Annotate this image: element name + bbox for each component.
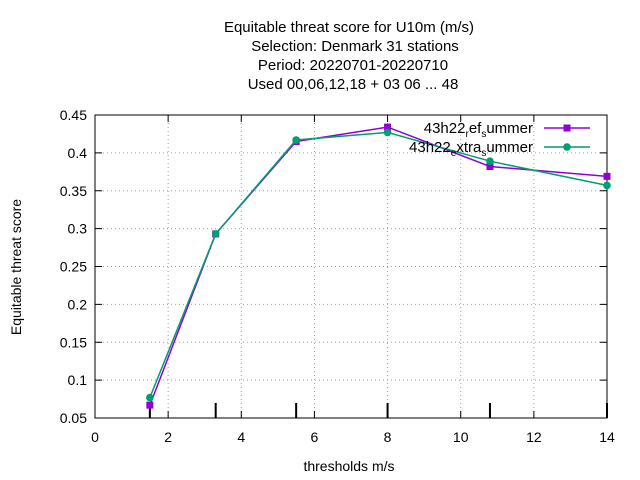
threshold-marks — [148, 403, 608, 418]
data-point — [146, 401, 154, 409]
y-tick-label: 0.2 — [68, 296, 88, 312]
y-tick-label: 0.15 — [60, 334, 87, 350]
title-line-4: Used 00,06,12,18 + 03 06 ... 48 — [248, 76, 459, 93]
title-line-2: Selection: Denmark 31 stations — [251, 38, 459, 55]
x-axis-label: thresholds m/s — [303, 458, 394, 474]
data-point — [146, 393, 154, 402]
data-point — [603, 172, 611, 180]
y-tick-label: 0.35 — [60, 183, 87, 199]
y-tick-label: 0.3 — [68, 221, 88, 237]
series-line — [149, 126, 608, 406]
x-tick-label: 4 — [237, 429, 245, 445]
x-tick-label: 6 — [311, 429, 319, 445]
x-tick-label: 10 — [453, 429, 469, 445]
legend-marker — [563, 124, 571, 132]
title-line-3: Period: 20220701-20220710 — [258, 57, 448, 74]
data-point — [486, 163, 494, 171]
data-series — [146, 123, 611, 409]
data-point — [211, 230, 220, 238]
legend-label: 43h22refsummer — [424, 120, 533, 140]
legend-marker — [563, 143, 571, 151]
legend-item: 43h22extrasummer — [409, 139, 590, 159]
x-tick-label: 8 — [384, 429, 392, 445]
x-tick-label: 12 — [526, 429, 542, 445]
grid — [95, 115, 607, 418]
series-line — [149, 131, 608, 398]
series-43h22_extra_summer — [146, 128, 611, 402]
chart-title: Equitable threat score for U10m (m/s) Se… — [224, 19, 474, 93]
x-tick-label: 14 — [599, 429, 615, 445]
plot-frame — [94, 114, 608, 419]
y-tick-label: 0.45 — [60, 107, 87, 123]
data-point — [292, 136, 300, 144]
x-tick-label: 0 — [91, 429, 99, 445]
title-line-1: Equitable threat score for U10m (m/s) — [224, 19, 474, 36]
data-point — [486, 157, 494, 166]
y-axis-label: Equitable threat score — [8, 199, 24, 335]
y-tick-label: 0.1 — [68, 372, 88, 388]
data-point — [384, 123, 392, 131]
y-tick-label: 0.4 — [68, 145, 88, 161]
data-point — [603, 181, 611, 190]
y-tick-label: 0.25 — [60, 259, 87, 275]
axis-ticks: 0.05 0.1 0.15 0.2 0.25 0.3 0.35 0.4 0.45 0 2 4 6 8 10 1… — [60, 107, 615, 445]
x-tick-label: 2 — [164, 429, 172, 445]
data-point — [383, 128, 392, 137]
legend-item: 43h22refsummer — [424, 120, 590, 140]
y-tick-label: 0.05 — [60, 410, 87, 426]
legend-label: 43h22extrasummer — [409, 139, 533, 159]
